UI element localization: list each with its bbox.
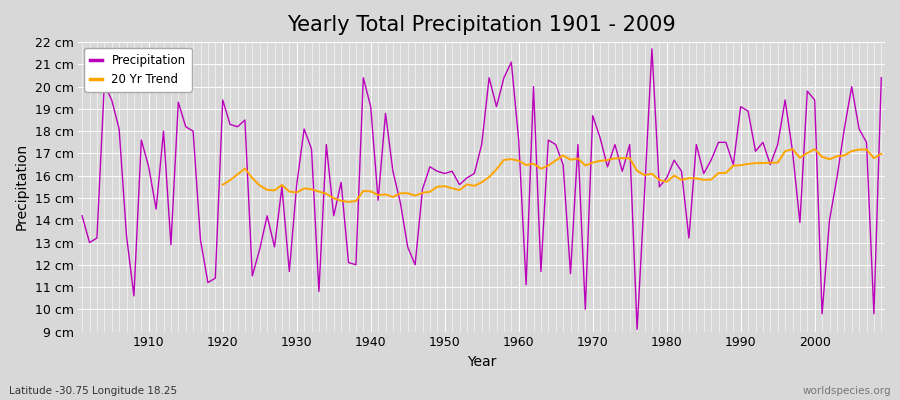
20 Yr Trend xyxy=(861,147,872,152)
20 Yr Trend xyxy=(343,200,354,204)
Precipitation xyxy=(136,138,147,142)
Precipitation xyxy=(513,138,524,142)
Text: Latitude -30.75 Longitude 18.25: Latitude -30.75 Longitude 18.25 xyxy=(9,386,177,396)
20 Yr Trend xyxy=(683,176,694,180)
Precipitation xyxy=(632,327,643,332)
Y-axis label: Precipitation: Precipitation xyxy=(15,143,29,230)
20 Yr Trend xyxy=(217,182,228,187)
Precipitation xyxy=(343,260,354,265)
Precipitation xyxy=(299,126,310,131)
Line: 20 Yr Trend: 20 Yr Trend xyxy=(222,149,881,202)
Precipitation xyxy=(506,60,517,64)
20 Yr Trend xyxy=(788,147,798,152)
20 Yr Trend xyxy=(306,187,317,192)
Precipitation xyxy=(76,213,87,218)
Legend: Precipitation, 20 Yr Trend: Precipitation, 20 Yr Trend xyxy=(85,48,192,92)
Line: Precipitation: Precipitation xyxy=(82,49,881,329)
Precipitation xyxy=(602,164,613,169)
Precipitation xyxy=(876,75,886,80)
Title: Yearly Total Precipitation 1901 - 2009: Yearly Total Precipitation 1901 - 2009 xyxy=(287,15,676,35)
20 Yr Trend xyxy=(876,151,886,156)
Precipitation xyxy=(646,46,657,51)
20 Yr Trend xyxy=(795,155,806,160)
20 Yr Trend xyxy=(772,160,783,165)
X-axis label: Year: Year xyxy=(467,355,497,369)
Text: worldspecies.org: worldspecies.org xyxy=(803,386,891,396)
20 Yr Trend xyxy=(425,189,436,194)
